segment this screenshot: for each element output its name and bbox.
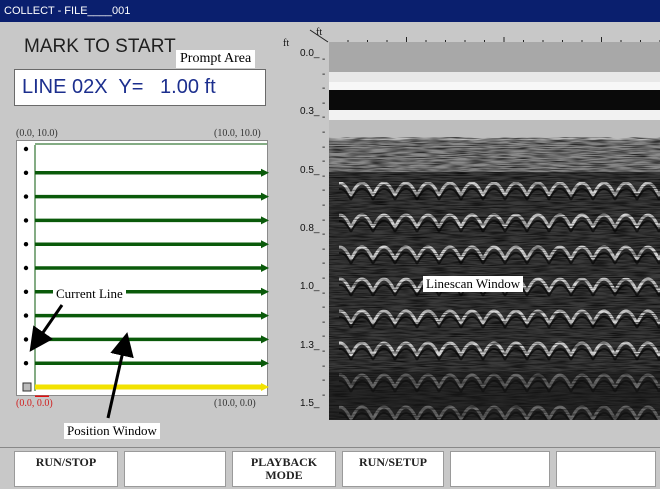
position-window-top-left-coord: (0.0, 10.0) — [16, 128, 58, 139]
softkey-2[interactable] — [124, 451, 226, 487]
current-line-arrow — [29, 304, 64, 352]
survey-line-arrow — [261, 335, 269, 344]
current-line-marker — [22, 382, 32, 392]
depth-minor-tick: - — [322, 375, 326, 387]
window-title-bar: COLLECT - FILE____001 — [0, 0, 660, 22]
depth-minor-tick: - — [322, 68, 326, 80]
depth-tick-label: 0.0_ — [300, 48, 320, 59]
current-line-callout: Current Line — [53, 286, 126, 302]
run-stop-softkey[interactable]: RUN/STOP — [14, 451, 118, 487]
survey-line-arrow — [261, 359, 269, 368]
linescan-window-callout: Linescan Window — [423, 276, 524, 292]
position-window[interactable] — [16, 140, 269, 397]
depth-minor-tick: - — [322, 97, 326, 109]
line-start-dot — [23, 313, 29, 318]
softkey-bar: RUN/STOP PLAYBACK MODE RUN/SETUP — [0, 447, 660, 489]
softkey-divider — [0, 447, 660, 448]
position-window-bottom-right-coord: (10.0, 0.0) — [214, 398, 256, 409]
prompt-area: LINE 02X Y= 1.00 ft — [14, 69, 266, 106]
depth-minor-tick: - — [322, 346, 326, 357]
survey-line-arrow — [261, 264, 269, 272]
line-start-dot — [23, 170, 29, 175]
depth-tick-label: 0.8_ — [300, 223, 320, 234]
line-start-dot — [23, 265, 29, 271]
depth-tick-label: 1.5_ — [300, 398, 320, 409]
depth-minor-tick: - — [322, 302, 326, 314]
line-start-dot — [23, 218, 29, 223]
survey-line-arrow — [261, 240, 269, 249]
window-title: COLLECT - FILE____001 — [4, 5, 131, 17]
depth-minor-tick: - — [322, 185, 326, 197]
softkey-5[interactable] — [450, 451, 550, 487]
run-setup-softkey[interactable]: RUN/SETUP — [342, 451, 444, 487]
depth-minor-tick: - — [322, 83, 326, 95]
line-start-dot — [23, 289, 29, 294]
depth-minor-tick: - — [322, 273, 326, 284]
linescan-depth-unit: ft — [283, 38, 290, 49]
survey-line-arrow — [261, 168, 269, 177]
callout-arrows — [29, 304, 134, 419]
depth-minor-tick: - — [322, 156, 326, 168]
line-start-dot — [23, 146, 29, 152]
mode-status-text: MARK TO START — [24, 36, 176, 57]
survey-line-arrow — [261, 383, 269, 391]
survey-line-arrow — [261, 287, 269, 296]
line-start-dot — [23, 361, 29, 366]
survey-line-arrow — [261, 311, 269, 320]
depth-minor-tick: - — [322, 316, 326, 328]
position-window-arrow — [106, 332, 134, 419]
depth-minor-tick: - — [322, 214, 326, 226]
depth-minor-tick: - — [322, 360, 326, 372]
position-window-callout: Position Window — [64, 423, 160, 439]
line-start-dot — [23, 194, 29, 199]
position-window-top-right-coord: (10.0, 10.0) — [214, 128, 261, 139]
survey-lines — [22, 143, 269, 397]
depth-minor-tick: - — [322, 112, 326, 124]
depth-tick-label: 1.3_ — [300, 339, 320, 351]
depth-minor-tick: - — [322, 389, 326, 401]
depth-tick-label: 0.3_ — [300, 106, 320, 118]
depth-minor-tick: - — [322, 229, 326, 241]
position-window-canvas — [22, 143, 269, 397]
survey-line-arrow — [261, 216, 269, 225]
depth-minor-tick: - — [322, 127, 326, 138]
depth-tick-label: 0.5_ — [300, 164, 320, 176]
softkey-6[interactable] — [556, 451, 656, 487]
linescan-window[interactable]: Linescan Window — [329, 42, 660, 420]
playback-mode-softkey[interactable]: PLAYBACK MODE — [232, 451, 336, 487]
line-start-dot — [23, 242, 29, 247]
depth-tick-label: 1.0_ — [300, 281, 320, 293]
survey-line-arrow — [261, 192, 269, 201]
line-start-dot — [23, 337, 29, 342]
position-window-bottom-left-coord: (0.0, 0.0) — [16, 398, 53, 409]
depth-minor-tick: - — [322, 258, 326, 270]
depth-minor-tick: - — [322, 243, 326, 255]
depth-minor-tick: - — [322, 331, 326, 343]
depth-minor-tick: - — [322, 170, 326, 182]
depth-minor-tick: - — [322, 54, 326, 65]
depth-minor-tick: - — [322, 200, 326, 211]
depth-minor-tick: - — [322, 287, 326, 299]
linescan-scan-unit: ft — [316, 27, 323, 38]
prompt-area-callout: Prompt Area — [176, 50, 256, 68]
linescan-radargram — [329, 42, 660, 420]
depth-minor-tick: - — [322, 141, 326, 153]
